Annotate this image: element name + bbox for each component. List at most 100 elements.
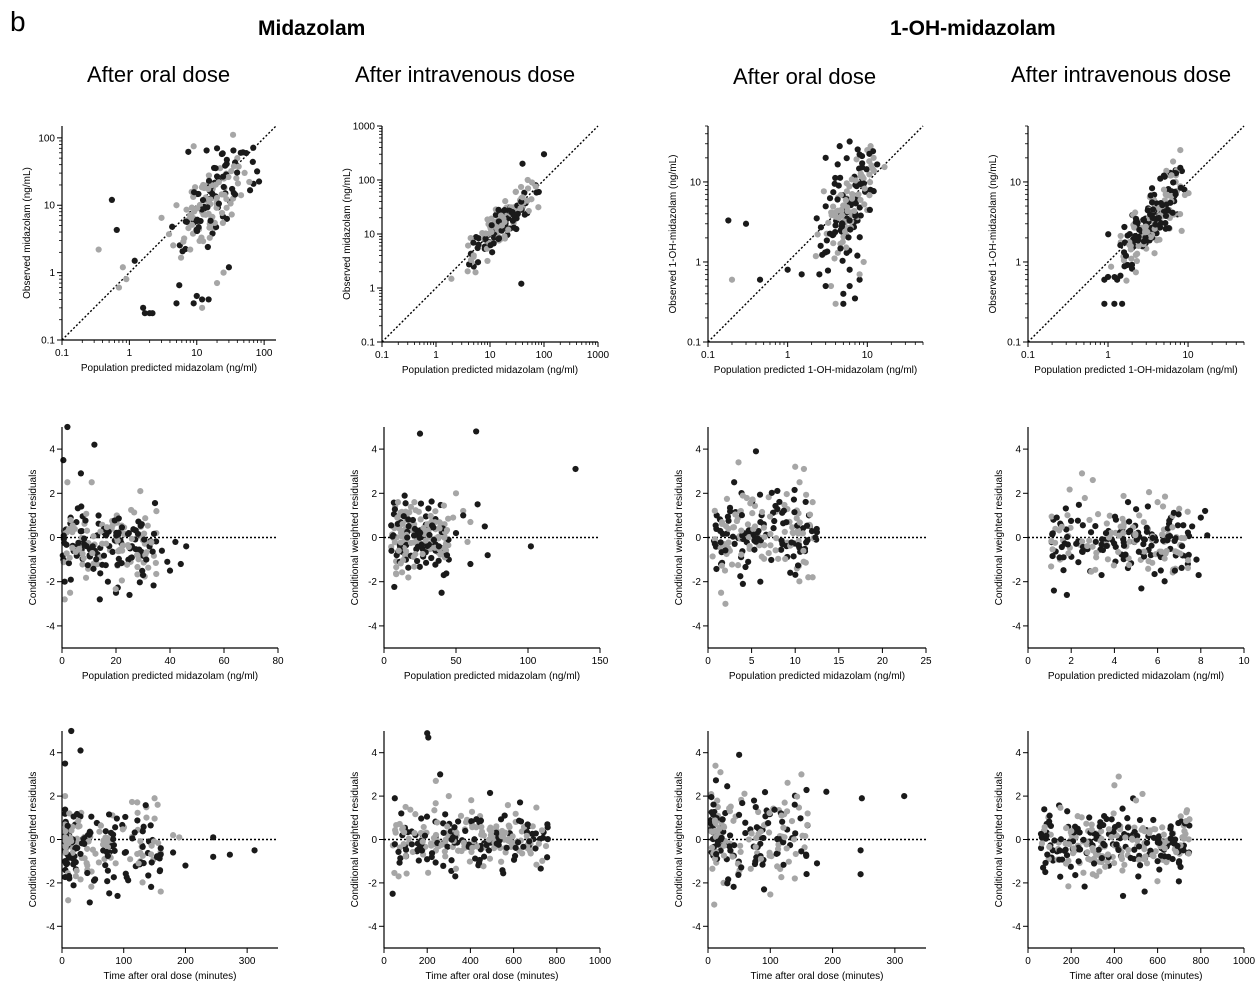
r2c3-point-light <box>775 555 782 562</box>
r2c4-point-light <box>1089 543 1096 550</box>
r3c4-point-dark <box>1040 864 1047 871</box>
r3c1-point-dark <box>121 849 128 856</box>
r1c1-x-tick-label: 1 <box>127 348 133 359</box>
r3c1-point-dark <box>142 802 149 809</box>
r3c3-point-dark <box>857 871 864 878</box>
r2c2-point-dark <box>401 492 408 499</box>
r3c3-point-light <box>793 793 801 800</box>
r3c1-point-light <box>147 851 155 858</box>
r3c3-point-dark <box>736 751 743 758</box>
r2c1-point-dark <box>91 441 98 448</box>
r1c3-point-dark <box>874 161 881 168</box>
r3c3-x-tick-label: 0 <box>705 956 711 967</box>
r2c1-point-dark <box>130 526 137 533</box>
r1c1-point-light <box>235 163 242 170</box>
r2c4-point-dark <box>1184 529 1192 536</box>
r1c4-point-dark <box>1159 202 1166 209</box>
r3c1-point-light <box>66 810 73 817</box>
r2c2-point-dark <box>414 557 421 565</box>
r1c1-x-tick-label: 0.1 <box>55 348 69 359</box>
r3c4-point-light <box>1057 804 1064 811</box>
r3c2-point-dark <box>455 818 462 825</box>
r3c3-point-light <box>802 832 809 840</box>
r3c1-point-dark <box>210 834 217 841</box>
r3c4-point-light <box>1141 846 1148 853</box>
r2c4-point-light <box>1103 520 1110 527</box>
r3c1-point-light <box>88 883 95 890</box>
r2c4-point-dark <box>1144 503 1151 510</box>
r3c3-point-dark <box>773 850 780 857</box>
r1c3-point-light <box>840 202 847 209</box>
r2c1-point-dark <box>78 527 85 535</box>
r2c2-point-light <box>437 551 444 558</box>
r2c2-point-dark <box>402 500 409 507</box>
r1c1-point-dark <box>203 147 210 154</box>
r3c1-point-light <box>139 879 146 886</box>
r3c2-point-light <box>419 838 426 845</box>
r1c2-point-dark <box>487 242 494 249</box>
r2c4-point-dark <box>1067 517 1075 524</box>
r2c3-point-light <box>751 502 759 509</box>
r2c1-point-light <box>148 539 155 546</box>
r2c3-point-light <box>758 508 766 516</box>
r2c3-point-light <box>711 507 718 514</box>
r2c2-point-light <box>443 526 451 534</box>
r3c4-point-dark <box>1154 836 1162 844</box>
r3c1-point-dark <box>70 861 77 868</box>
r3c4-point-light <box>1183 818 1190 825</box>
r2c2-point-light <box>436 519 443 526</box>
r2c2-point-dark <box>440 572 447 579</box>
r3c2-x-tick-label: 600 <box>505 956 522 967</box>
r2c2-point-light <box>441 534 448 541</box>
r2c1-point-light <box>66 554 73 561</box>
r2c4-point-light <box>1178 534 1185 542</box>
r3c1-y-tick-label: -4 <box>46 922 55 933</box>
r1c1-point-dark <box>140 304 147 311</box>
r3c2-point-light <box>432 800 439 807</box>
r1c4-point-light <box>1131 224 1138 231</box>
r3c2-point-dark <box>537 865 544 872</box>
r3c1-y-tick-label: 0 <box>49 835 55 846</box>
r3c1-y-tick-label: -2 <box>46 878 55 889</box>
r1c1-point-dark <box>250 144 257 151</box>
r3c3-point-dark <box>742 819 749 826</box>
r2c4-point-light <box>1184 557 1192 564</box>
r3c3-point-light <box>737 842 744 849</box>
r3c3-point-light <box>755 808 762 816</box>
r3c4-y-tick-label: 0 <box>1015 835 1021 846</box>
r2c2-point-dark <box>527 543 534 550</box>
r1c1-point-dark <box>205 177 213 184</box>
r3c4-point-dark <box>1177 863 1184 870</box>
r1c2-point-dark <box>492 211 499 218</box>
r2c4-point-dark <box>1133 506 1140 513</box>
r2c1-point-dark <box>89 543 96 550</box>
r2c2-point-dark <box>432 561 439 568</box>
r2c4-point-light <box>1177 550 1184 557</box>
r3c2-point-dark <box>520 843 527 850</box>
r3c3-point-dark <box>760 834 767 842</box>
r2c2-x-tick-label: 150 <box>592 656 609 667</box>
r2c2-point-dark <box>409 516 417 524</box>
r1c3-point-light <box>843 244 850 251</box>
r2c4-point-dark <box>1062 505 1069 512</box>
r1c1-point-dark <box>108 196 115 204</box>
r1c3-point-light <box>870 154 877 161</box>
r3c1-point-dark <box>61 760 69 767</box>
r3c2-y-tick-label: -4 <box>368 922 377 933</box>
r3c3-point-dark <box>761 789 769 796</box>
r3c2-x-axis-label: Time after oral dose (minutes) <box>425 971 558 982</box>
r2c4-point-light <box>1079 538 1086 545</box>
r2c3-point-dark <box>756 491 764 498</box>
r2c3-point-dark <box>770 525 777 532</box>
r1c3-point-light <box>846 183 853 190</box>
r3c2-point-light <box>444 823 451 830</box>
r3c4-y-tick-label: -4 <box>1012 922 1021 933</box>
r3c3-point-light <box>748 830 755 837</box>
r2c2-point-dark <box>416 563 423 570</box>
r1c1-point-dark <box>198 296 206 303</box>
r3c2-point-light <box>453 829 460 836</box>
r3c3-point-dark <box>722 810 729 817</box>
r3c1-point-light <box>62 848 69 856</box>
r3c1-point-dark <box>169 849 177 856</box>
r3c2-point-dark <box>418 815 425 822</box>
